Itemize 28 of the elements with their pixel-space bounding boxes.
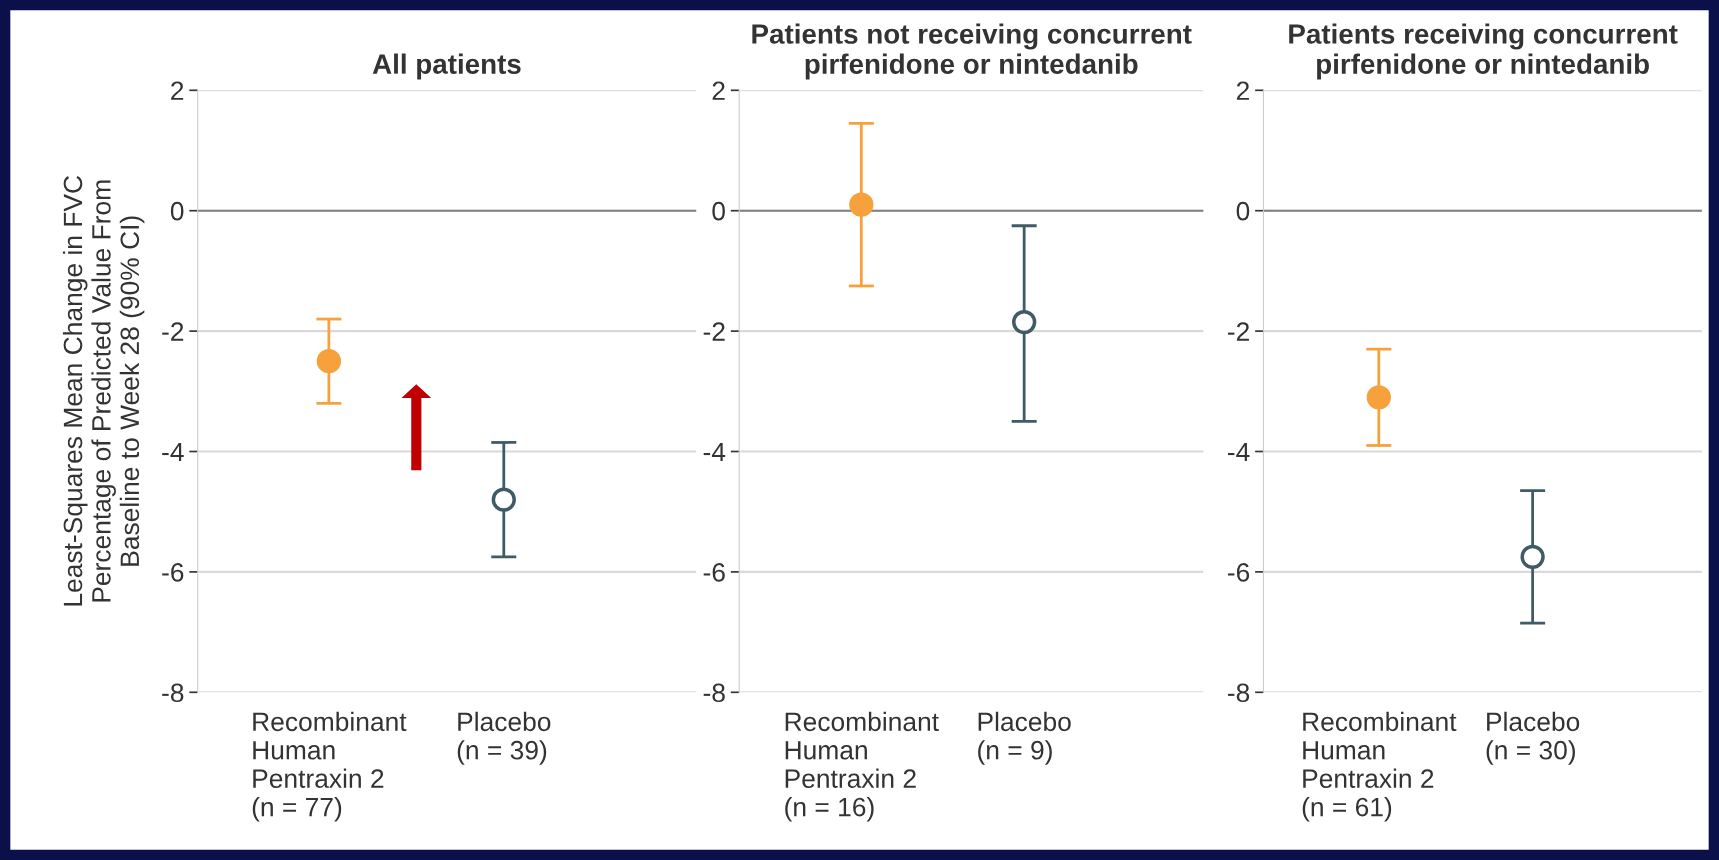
chart-title: All patients (372, 53, 521, 80)
y-tick-label: -6 (1227, 563, 1250, 582)
y-tick-label: -8 (1227, 683, 1250, 703)
y-tick-label: -4 (1227, 442, 1250, 462)
y-tick-label: -2 (703, 322, 725, 341)
y-axis-title: Least-Squares Mean Change in FVC Percentage of Predicted Value From Baseline to Week 28 (90% CI) (62, 175, 145, 606)
x-tick-label: Placebo (n = 39) (457, 711, 551, 765)
x-tick-label: Placebo (n = 30) (1486, 711, 1580, 765)
y-tick-label: -4 (703, 442, 726, 462)
y-tick-label: -6 (162, 563, 184, 582)
y-tick-label: 0 (170, 201, 184, 221)
y-tick-label: 0 (1236, 201, 1250, 221)
x-tick-label: Recombinant Human Pentraxin 2 (n = 77) (252, 711, 407, 822)
y-tick-label: 2 (171, 81, 184, 100)
y-tick-label: -8 (703, 683, 725, 703)
chart-title: Patients not receiving concurrent pirfenidone or nintedanib (752, 23, 1192, 80)
y-tick-label: -8 (162, 683, 184, 703)
chart-title: Patients receiving concurrent pirfenidone or nintedanib (1289, 23, 1678, 80)
y-tick-label: 2 (712, 81, 725, 100)
y-tick-label: -2 (1227, 322, 1249, 341)
y-tick-label: 0 (712, 201, 725, 221)
y-tick-label: -2 (162, 322, 184, 341)
y-tick-label: -4 (162, 442, 184, 462)
y-tick-label: -6 (703, 563, 725, 582)
y-tick-label: 2 (1236, 81, 1249, 100)
x-tick-label: Recombinant Human Pentraxin 2 (n = 61) (1302, 711, 1457, 822)
x-tick-label: Placebo (n = 9) (978, 711, 1071, 765)
x-tick-label: Recombinant Human Pentraxin 2 (n = 16) (785, 711, 939, 822)
